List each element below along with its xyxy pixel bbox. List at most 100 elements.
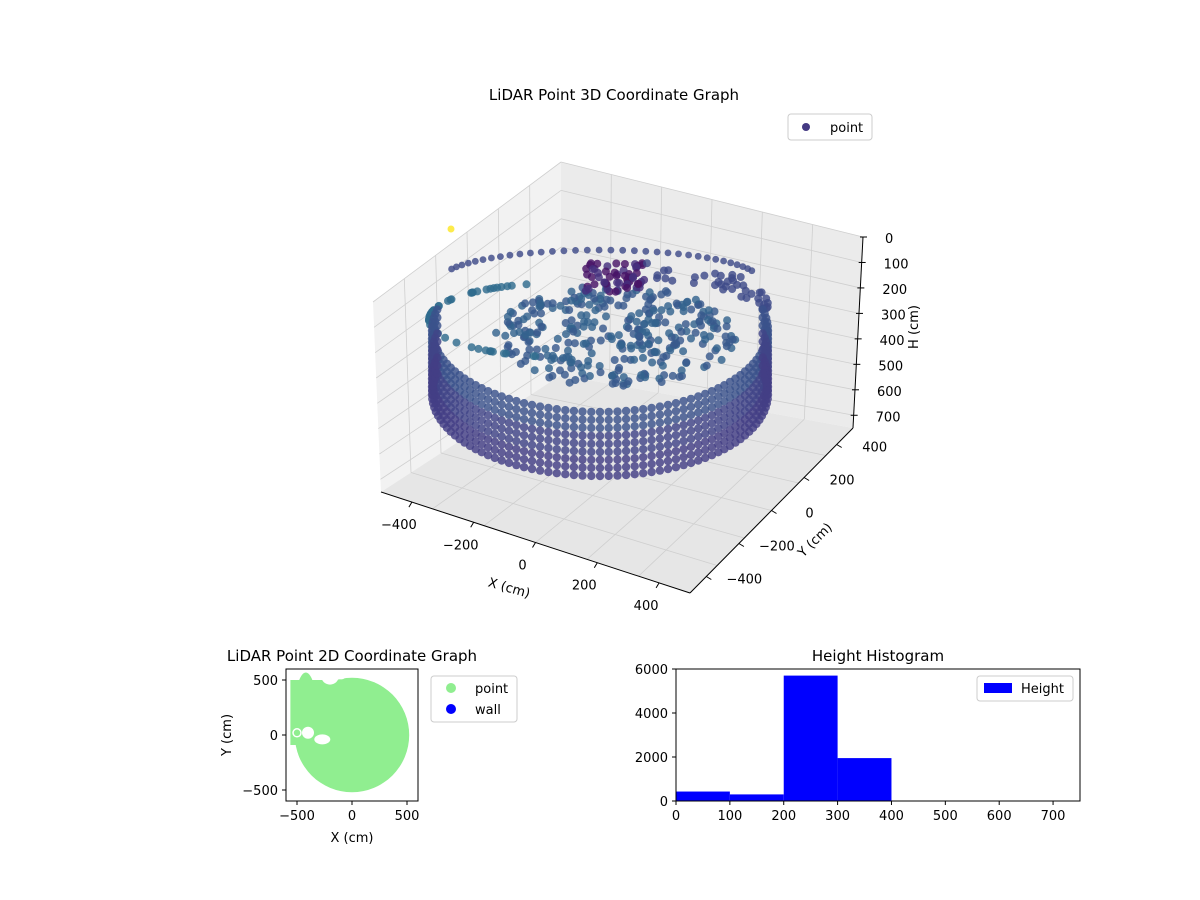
point-3d <box>527 408 537 418</box>
point-3d <box>433 369 442 378</box>
point-3d <box>587 463 596 473</box>
point-3d <box>552 445 561 454</box>
grid-z-left <box>374 218 562 353</box>
point-3d <box>694 448 703 457</box>
point-3d <box>535 458 545 467</box>
point-3d <box>501 331 510 340</box>
point-3d <box>639 469 648 478</box>
point-3d <box>679 412 688 422</box>
point-3d <box>628 274 637 283</box>
point-3d <box>490 405 499 415</box>
point-3d <box>707 435 717 444</box>
point-3d <box>530 366 539 375</box>
point-3d <box>631 247 638 255</box>
point-3d <box>620 260 629 268</box>
point-3d <box>661 318 670 327</box>
point-3d <box>687 334 695 343</box>
grid-z-back <box>560 190 862 263</box>
point-3d <box>595 246 603 254</box>
point-3d <box>604 447 613 457</box>
point-3d <box>655 402 665 411</box>
point-3d <box>521 299 530 308</box>
point-3d <box>647 427 656 437</box>
point-3d <box>595 415 605 425</box>
point-3d <box>447 295 456 304</box>
hist-y-tick-label: 2000 <box>635 751 668 766</box>
point-3d <box>613 471 622 480</box>
point-3d <box>433 345 442 354</box>
point-3d <box>613 447 622 456</box>
z-tick-label: 300 <box>881 308 906 323</box>
grid-z-left <box>373 190 562 328</box>
point-3d <box>615 279 623 287</box>
chart-3d-title: LiDAR Point 3D Coordinate Graph <box>489 86 739 104</box>
point-3d <box>565 306 574 314</box>
point-3d <box>512 452 521 462</box>
point-3d <box>632 317 641 326</box>
grid-x-back <box>657 186 663 393</box>
point-3d <box>608 371 616 380</box>
point-3d <box>486 347 495 356</box>
point-3d <box>584 284 593 293</box>
point-3d <box>507 281 516 290</box>
point-3d <box>483 435 493 444</box>
point-3d <box>635 309 644 318</box>
point-3d <box>512 460 521 470</box>
point-3d <box>535 302 544 311</box>
point-3d <box>704 306 713 315</box>
histogram-bars <box>676 675 892 801</box>
point-3d <box>714 384 723 393</box>
point-3d <box>707 451 717 460</box>
point-3d <box>527 456 537 466</box>
point-3d <box>595 431 605 441</box>
point-3d <box>577 311 586 320</box>
point-3d <box>541 344 550 353</box>
point-3d <box>552 413 561 422</box>
point-3d <box>535 434 545 443</box>
legend-2d-wall-marker <box>446 704 456 714</box>
grid-z-left <box>378 303 562 429</box>
point-3d <box>672 299 681 308</box>
point-3d <box>587 471 596 481</box>
point-3d <box>613 439 622 448</box>
x-tick <box>408 501 413 508</box>
point-3d <box>621 462 631 472</box>
x-tick <box>655 582 660 589</box>
point-3d <box>433 361 442 370</box>
point-3d <box>655 466 665 475</box>
legend-3d: point <box>787 113 873 141</box>
point-3d <box>714 416 723 425</box>
point-3d <box>497 424 506 433</box>
point-3d <box>519 423 529 432</box>
legend-3d-frame <box>787 113 873 141</box>
point-3d <box>639 421 648 430</box>
point-3d <box>671 439 681 448</box>
point-3d <box>567 287 576 296</box>
point-3d <box>611 287 620 296</box>
point-3d <box>621 454 631 464</box>
point-3d <box>533 328 542 337</box>
point-3d <box>668 276 677 285</box>
point-3d <box>614 331 623 340</box>
point-3d <box>544 427 553 437</box>
legend-2d: point wall <box>430 675 518 723</box>
point-3d <box>594 273 603 282</box>
point-3d <box>544 459 553 469</box>
point-3d <box>511 348 520 356</box>
point-3d <box>595 423 605 433</box>
histogram-bar <box>676 791 730 801</box>
point-3d <box>433 337 442 346</box>
point-3d <box>564 338 573 347</box>
z-tick-label: 200 <box>882 283 907 298</box>
point-3d <box>655 458 665 467</box>
axes-2d: −500−500 0 0 500 500 <box>242 674 419 824</box>
point-3d <box>552 453 561 462</box>
point-3d <box>707 403 717 412</box>
point-3d <box>545 373 554 382</box>
point-3d <box>739 281 748 290</box>
point-3d <box>552 461 561 470</box>
point-3d <box>714 400 723 409</box>
point-3d <box>479 256 487 263</box>
point-3d <box>707 443 717 452</box>
